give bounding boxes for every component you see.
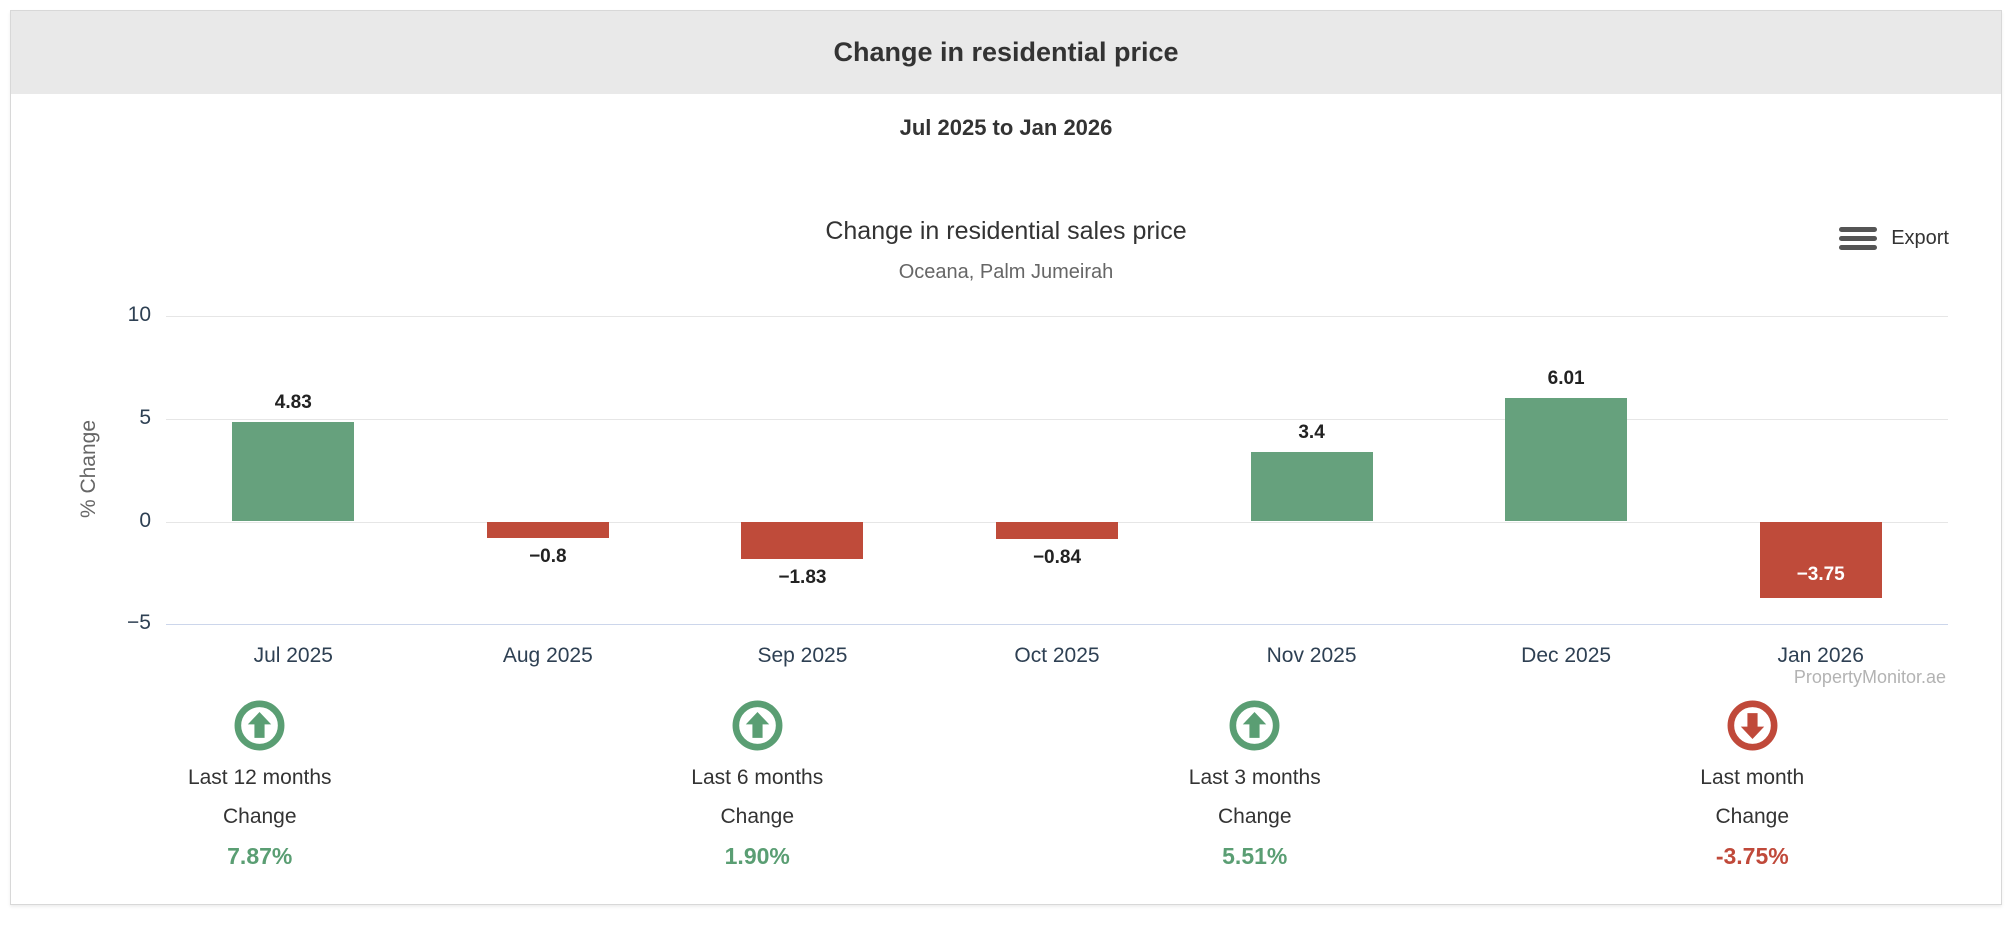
bar-jul-2025[interactable] (232, 422, 355, 522)
bar-value-label: −3.75 (1796, 564, 1845, 586)
x-tick-label: Jul 2025 (253, 644, 333, 667)
report-card: Change in residential price Jul 2025 to … (10, 10, 2002, 905)
stat-last-3-months: Last 3 months Change 5.51% (1006, 699, 1504, 870)
bar-oct-2025[interactable] (996, 521, 1118, 539)
x-tick-label: Dec 2025 (1521, 644, 1612, 667)
bar-value-label: −0.84 (1032, 546, 1082, 568)
stat-value: -3.75% (1715, 843, 1789, 869)
export-menu-icon (1839, 227, 1878, 250)
bar-dec-2025[interactable] (1505, 398, 1628, 522)
bar-value-label: −0.8 (529, 545, 567, 567)
gridline (166, 316, 1948, 318)
page-title: Change in residential price (833, 37, 1179, 67)
stat-change-label: Change (720, 805, 795, 828)
chart-subtitle: Oceana, Palm Jumeirah (898, 261, 1114, 283)
stat-value: 5.51% (1222, 843, 1288, 869)
bar-value-label: 4.83 (274, 392, 312, 414)
bar-value-label: −1.83 (778, 567, 827, 589)
x-tick-label: Sep 2025 (757, 644, 848, 667)
x-tick-label: Nov 2025 (1266, 644, 1357, 667)
export-button[interactable]: Export (1839, 227, 1949, 250)
summary-stats-row: Last 12 months Change 7.87% Last 6 month… (11, 699, 2001, 870)
bar-nov-2025[interactable] (1250, 451, 1373, 522)
x-tick-label: Oct 2025 (1014, 644, 1100, 667)
card-header: Change in residential price (11, 11, 2001, 94)
bar-jan-2026[interactable] (1759, 521, 1882, 599)
stat-label: Last 6 months (691, 766, 824, 789)
bar-sep-2025[interactable] (741, 521, 864, 560)
stat-label: Last 3 months (1188, 766, 1321, 789)
date-range-subtitle: Jul 2025 to Jan 2026 (899, 115, 1113, 140)
y-tick-label: 0 (139, 508, 151, 532)
stat-change-label: Change (1715, 805, 1790, 828)
watermark: PropertyMonitor.ae (1793, 667, 1946, 687)
chart-title: Change in residential sales price (825, 217, 1187, 245)
stat-change-label: Change (222, 805, 297, 828)
stat-label: Last 12 months (187, 766, 332, 789)
stat-change-label: Change (1217, 805, 1292, 828)
stat-value: 1.90% (724, 843, 790, 869)
x-axis-line (166, 624, 1948, 626)
plot-area: 10 5 0 −5 Jul 2025 4.83 Aug 2025 −0.8 Sep 2025 −1… (11, 11, 2001, 904)
stat-label: Last month (1700, 766, 1805, 789)
trend-up-icon (1228, 699, 1281, 752)
stat-last-month: Last month Change -3.75% (1504, 699, 2002, 870)
gridline (166, 418, 1948, 420)
bar-aug-2025[interactable] (486, 521, 609, 538)
export-label: Export (1891, 227, 1949, 249)
bar-value-label: 3.4 (1298, 421, 1325, 443)
trend-up-icon (731, 699, 784, 752)
trend-up-icon (233, 699, 286, 752)
y-tick-label: 5 (139, 405, 151, 429)
x-tick-label: Aug 2025 (502, 644, 593, 667)
stat-last-6-months: Last 6 months Change 1.90% (509, 699, 1007, 870)
stat-value: 7.87% (227, 843, 293, 869)
y-tick-label: −5 (127, 611, 151, 635)
x-tick-label: Jan 2026 (1777, 644, 1864, 667)
y-tick-label: 10 (127, 303, 151, 327)
stat-last-12-months: Last 12 months Change 7.87% (11, 699, 509, 870)
bar-value-label: 6.01 (1547, 368, 1585, 390)
trend-down-icon (1726, 699, 1779, 752)
